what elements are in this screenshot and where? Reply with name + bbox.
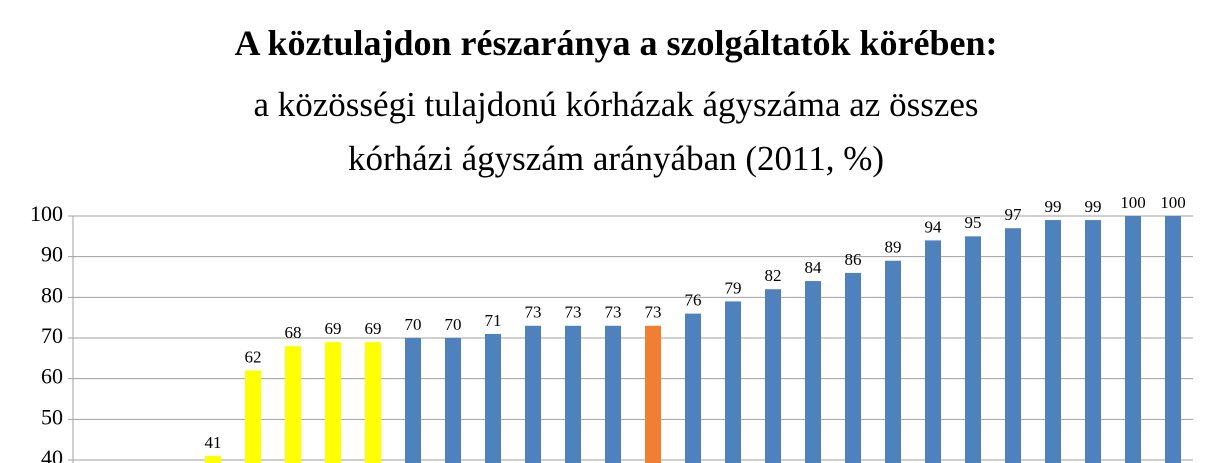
bar xyxy=(1085,220,1101,463)
bar xyxy=(925,240,941,463)
y-tick-label: 70 xyxy=(41,323,63,348)
value-label: 76 xyxy=(685,291,702,310)
value-label: 69 xyxy=(365,319,382,338)
bar xyxy=(645,325,661,463)
bar xyxy=(805,281,821,463)
bar xyxy=(405,338,421,463)
value-label: 79 xyxy=(725,278,742,297)
value-label: 86 xyxy=(845,250,862,269)
value-label: 73 xyxy=(525,303,542,322)
value-label: 41 xyxy=(205,433,222,452)
bar xyxy=(845,272,861,463)
value-label: 62 xyxy=(245,347,262,366)
value-label: 73 xyxy=(565,303,582,322)
value-label: 73 xyxy=(645,303,662,322)
chart-title: A köztulajdon részaránya a szolgáltatók … xyxy=(234,23,998,63)
y-tick-label: 90 xyxy=(41,242,63,267)
y-tick-label: 40 xyxy=(41,445,63,463)
y-tick-label: 80 xyxy=(41,282,63,307)
bar xyxy=(325,342,341,463)
bar xyxy=(365,342,381,463)
value-label: 94 xyxy=(925,217,943,236)
value-label: 99 xyxy=(1085,197,1102,216)
bar xyxy=(525,325,541,463)
bar xyxy=(245,370,261,463)
value-label: 71 xyxy=(485,311,502,330)
chart-subtitle: a közösségi tulajdonú kórházak ágyszáma … xyxy=(253,85,979,178)
bar xyxy=(1045,220,1061,463)
value-label: 100 xyxy=(1160,193,1186,212)
y-tick-label: 100 xyxy=(30,201,63,226)
bar xyxy=(765,289,781,463)
bar xyxy=(965,236,981,463)
y-tick-label: 50 xyxy=(41,404,63,429)
value-label: 95 xyxy=(965,213,982,232)
bar xyxy=(205,455,221,463)
bar xyxy=(445,338,461,463)
value-label: 68 xyxy=(285,323,302,342)
bar xyxy=(725,301,741,463)
bar xyxy=(285,346,301,463)
bar xyxy=(1005,228,1021,463)
bar xyxy=(1125,216,1141,463)
value-label: 84 xyxy=(805,258,823,277)
value-label: 70 xyxy=(445,315,462,334)
value-label: 82 xyxy=(765,266,782,285)
value-label: 69 xyxy=(325,319,342,338)
value-label: 100 xyxy=(1120,193,1146,212)
bar xyxy=(685,313,701,463)
bar xyxy=(1165,216,1181,463)
bar xyxy=(565,325,581,463)
value-label: 70 xyxy=(405,315,422,334)
bar xyxy=(485,333,501,463)
value-label: 89 xyxy=(885,238,902,257)
bar xyxy=(885,260,901,463)
value-label: 97 xyxy=(1005,205,1023,224)
value-label: 99 xyxy=(1045,197,1062,216)
bar xyxy=(605,325,621,463)
y-tick-label: 60 xyxy=(41,364,63,389)
value-label: 73 xyxy=(605,303,622,322)
